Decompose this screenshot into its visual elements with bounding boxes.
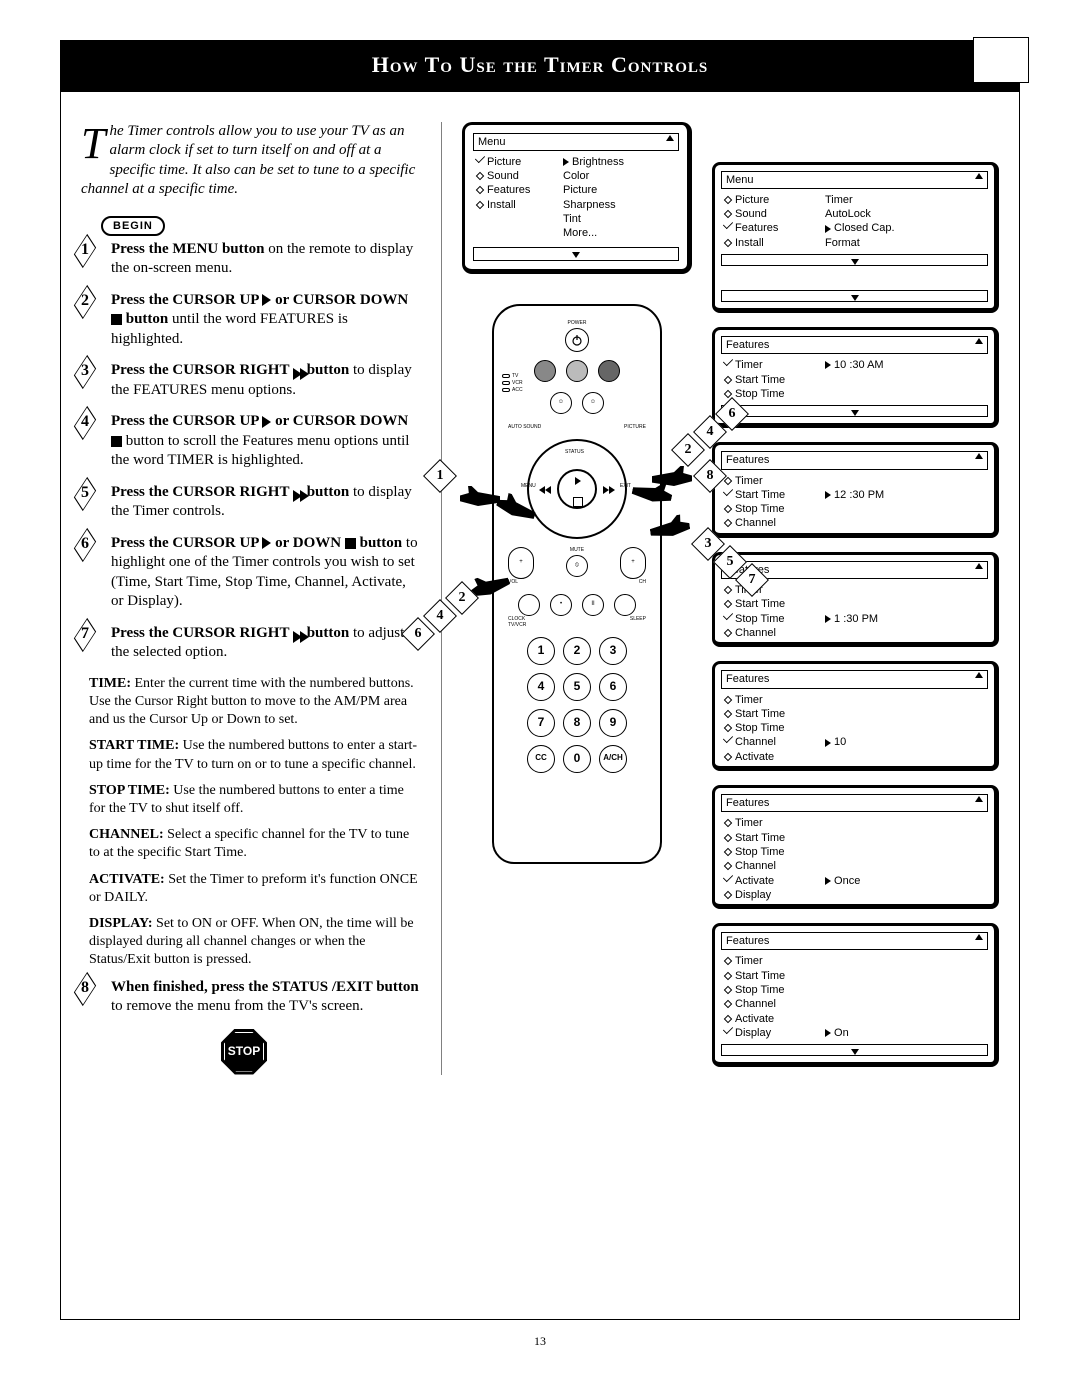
definition: DISPLAY: Set to ON or OFF. When ON, the … <box>89 915 421 970</box>
num-button-CC: CC <box>527 745 555 773</box>
device-switches: TV VCR ACC <box>502 372 523 394</box>
step-number-diamond: 6 <box>69 534 101 556</box>
power-label: POWER <box>508 320 646 327</box>
step-number-diamond: 3 <box>69 361 101 383</box>
header-bar: How To Use the Timer Controls Let's Look… <box>61 41 1019 92</box>
step-2: 2Press the CURSOR UP or CURSOR DOWN butt… <box>81 291 421 350</box>
num-button-9: 9 <box>599 709 627 737</box>
step-text: Press the CURSOR UP or CURSOR DOWN butto… <box>111 412 421 471</box>
stop-sign-icon: STOP <box>221 1029 267 1075</box>
smiley-button-1: ☺ <box>550 392 572 414</box>
menu-screen-0: MenuPictureTimerSoundAutoLockFeatures Cl… <box>712 162 999 313</box>
step-text: When finished, press the STATUS /EXIT bu… <box>111 978 421 1017</box>
hand-icon <box>648 513 691 544</box>
menu-screen-5: FeaturesTimerStart TimeStop TimeChannelA… <box>712 785 999 909</box>
drop-cap: T <box>81 125 105 162</box>
definition: ACTIVATE: Set the Timer to preform it's … <box>89 871 421 907</box>
menu-screen-1: FeaturesTimer 10 :30 AMStart TimeStop Ti… <box>712 327 999 428</box>
steps-list: 1Press the MENU button on the remote to … <box>81 240 421 1017</box>
num-button-A/CH: A/CH <box>599 745 627 773</box>
menu-screen-6: FeaturesTimerStart TimeStop TimeChannelA… <box>712 923 999 1067</box>
color-button-2 <box>566 360 588 382</box>
step-text: Press the CURSOR RIGHT button to display… <box>111 483 421 522</box>
step-text: Press the CURSOR UP or DOWN button to hi… <box>111 534 421 612</box>
step-1: 1Press the MENU button on the remote to … <box>81 240 421 279</box>
vol-button: + <box>508 547 534 579</box>
menu-screen-2: FeaturesTimerStart Time 12 :30 PMStop Ti… <box>712 442 999 537</box>
color-button-1 <box>534 360 556 382</box>
definition: TIME: Enter the current time with the nu… <box>89 675 421 730</box>
corner-badge: Let's Look Inside! <box>973 37 1029 83</box>
definition: CHANNEL: Select a specific channel for t… <box>89 826 421 862</box>
mute-button: ⦸ <box>566 555 588 577</box>
nav-ring: MENU EXIT STATUS <box>527 439 627 539</box>
begin-pill: BEGIN <box>101 216 165 236</box>
num-button-8: 8 <box>563 709 591 737</box>
ii-button: II <box>582 594 604 616</box>
num-button-4: 4 <box>527 673 555 701</box>
hand-icon <box>460 486 500 512</box>
ch-button: + <box>620 547 646 579</box>
power-button <box>565 328 589 352</box>
page-title: How To Use the Timer Controls <box>372 52 708 77</box>
clock-button <box>518 594 540 616</box>
instructions-column: T he Timer controls allow you to use you… <box>81 122 421 1075</box>
step-number-diamond: 5 <box>69 483 101 505</box>
num-button-3: 3 <box>599 637 627 665</box>
menu-screen-4: FeaturesTimerStart TimeStop TimeChannel … <box>712 661 999 771</box>
diagram-column: MenuPicture BrightnessSoundColorFeatures… <box>441 122 692 1075</box>
num-button-1: 1 <box>527 637 555 665</box>
step-8: 8When finished, press the STATUS /EXIT b… <box>81 978 421 1017</box>
step-text: Press the CURSOR RIGHT button to adjust … <box>111 624 421 663</box>
sleep-button <box>614 594 636 616</box>
content: T he Timer controls allow you to use you… <box>61 92 1019 1095</box>
num-button-5: 5 <box>563 673 591 701</box>
step-3: 3Press the CURSOR RIGHT button to displa… <box>81 361 421 400</box>
step-text: Press the MENU button on the remote to d… <box>111 240 421 279</box>
step-5: 5Press the CURSOR RIGHT button to displa… <box>81 483 421 522</box>
definition: START TIME: Use the numbered buttons to … <box>89 737 421 773</box>
remote-control: POWER TV VCR ACC ☺ ☺ <box>492 304 662 864</box>
smiley-button-2: ☺ <box>582 392 604 414</box>
dot-button: • <box>550 594 572 616</box>
menu-screens-column: MenuPictureTimerSoundAutoLockFeatures Cl… <box>712 122 999 1075</box>
page: How To Use the Timer Controls Let's Look… <box>60 40 1020 1320</box>
step-text: Press the CURSOR UP or CURSOR DOWN butto… <box>111 291 421 350</box>
definition: STOP TIME: Use the numbered buttons to e… <box>89 782 421 818</box>
intro-text: T he Timer controls allow you to use you… <box>81 122 421 200</box>
num-button-2: 2 <box>563 637 591 665</box>
step-4: 4Press the CURSOR UP or CURSOR DOWN butt… <box>81 412 421 471</box>
step-number-diamond: 8 <box>69 978 101 1000</box>
step-number-diamond: 4 <box>69 412 101 434</box>
step-7: 7Press the CURSOR RIGHT button to adjust… <box>81 624 421 663</box>
step-number-diamond: 7 <box>69 624 101 646</box>
step-number-diamond: 2 <box>69 291 101 313</box>
num-button-7: 7 <box>527 709 555 737</box>
color-button-3 <box>598 360 620 382</box>
number-pad: 123 456 789 CC 0 A/CH <box>508 637 646 773</box>
step-text: Press the CURSOR RIGHT button to display… <box>111 361 421 400</box>
num-button-6: 6 <box>599 673 627 701</box>
step-6: 6Press the CURSOR UP or DOWN button to h… <box>81 534 421 612</box>
page-number: 13 <box>60 1334 1020 1350</box>
num-button-0: 0 <box>563 745 591 773</box>
tv-menu-screen: MenuPicture BrightnessSoundColorFeatures… <box>462 122 692 274</box>
step-number-diamond: 1 <box>69 240 101 262</box>
